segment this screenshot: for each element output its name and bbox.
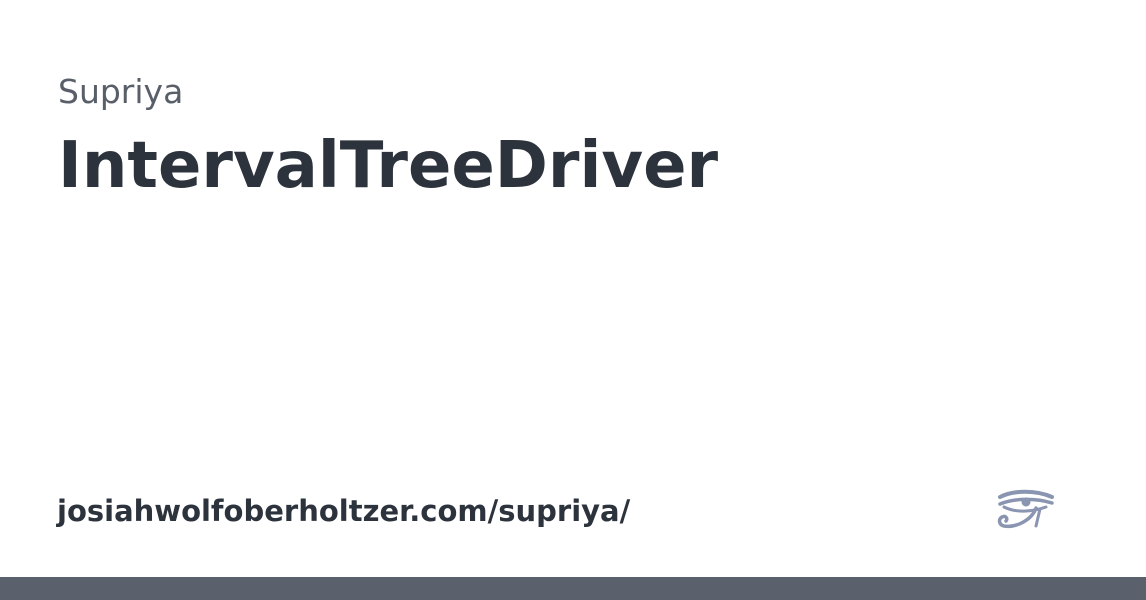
eye-of-horus-icon: [997, 489, 1054, 529]
site-url: josiahwolfoberholtzer.com/supriya/: [57, 494, 631, 528]
site-name: Supriya: [58, 72, 184, 111]
bottom-bar: [0, 577, 1146, 600]
page-title: IntervalTreeDriver: [58, 129, 719, 203]
